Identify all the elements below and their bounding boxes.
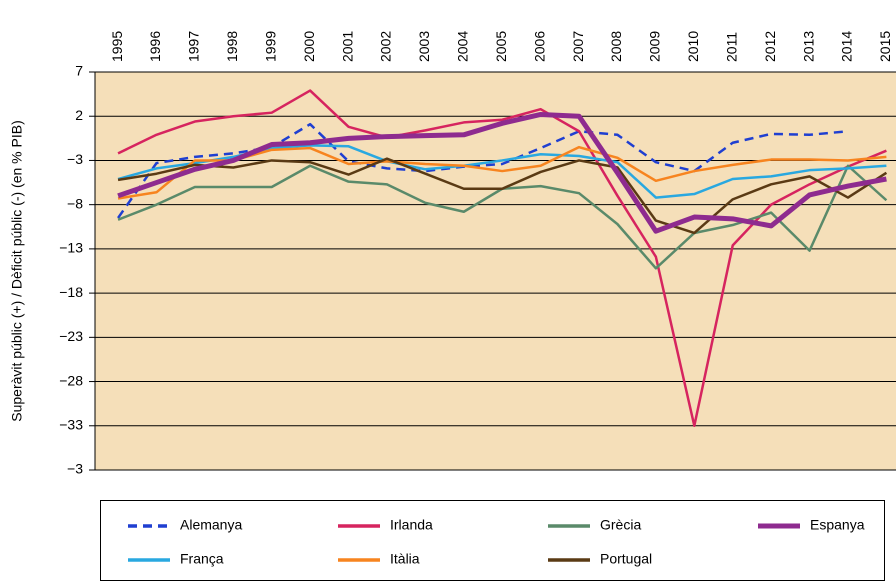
y-tick-label: −13: [59, 240, 83, 256]
x-tick-label: 2001: [339, 31, 355, 62]
y-tick-label: −23: [59, 328, 83, 344]
x-tick-label: 2002: [378, 31, 394, 62]
x-tick-label: 2003: [416, 31, 432, 62]
x-tick-label: 1999: [262, 31, 278, 62]
series-line: [117, 122, 849, 219]
legend-label: França: [180, 551, 224, 567]
x-tick-label: 1997: [186, 31, 202, 62]
series-line: [117, 89, 887, 428]
y-tick-label: −18: [59, 284, 83, 300]
x-tick-label: 2011: [723, 32, 739, 62]
plot-area: [95, 72, 896, 470]
x-tick-label: 2014: [839, 31, 855, 62]
y-tick-label: −8: [67, 195, 83, 211]
x-tick-label: 2008: [608, 31, 624, 62]
y-axis-label: Superàvit públic (+) / Dèficit públic (-…: [9, 120, 25, 422]
x-tick-label: 2009: [647, 31, 663, 62]
legend-label: Alemanya: [180, 517, 242, 533]
x-tick-label: 2004: [455, 31, 471, 62]
x-tick-label: 2007: [570, 31, 586, 62]
legend-label: Grècia: [600, 517, 641, 533]
x-tick-label: 1995: [109, 31, 125, 62]
x-tick-label: 2015: [877, 31, 893, 62]
series-line: [117, 157, 888, 235]
x-tick-label: 2006: [531, 31, 547, 62]
x-tick-label: 1998: [224, 31, 240, 62]
y-tick-label: −33: [59, 416, 83, 432]
x-tick-label: 2000: [301, 31, 317, 62]
legend-label: Itàlia: [390, 551, 420, 567]
x-tick-label: 2012: [762, 31, 778, 62]
y-tick-label: −28: [59, 372, 83, 388]
legend-label: Espanya: [810, 517, 865, 533]
x-tick-label: 2013: [800, 31, 816, 62]
legend-label: Portugal: [600, 551, 652, 567]
legend-label: Irlanda: [390, 517, 433, 533]
series-line: [117, 111, 887, 234]
x-tick-label: 2005: [493, 31, 509, 62]
y-tick-label: −3: [67, 461, 83, 477]
y-tick-label: 7: [75, 63, 83, 79]
legend-box: [100, 500, 885, 581]
x-tick-label: 1996: [147, 31, 163, 62]
y-tick-label: −3: [67, 151, 83, 167]
x-tick-label: 2010: [685, 31, 701, 62]
y-tick-label: 2: [75, 107, 83, 123]
